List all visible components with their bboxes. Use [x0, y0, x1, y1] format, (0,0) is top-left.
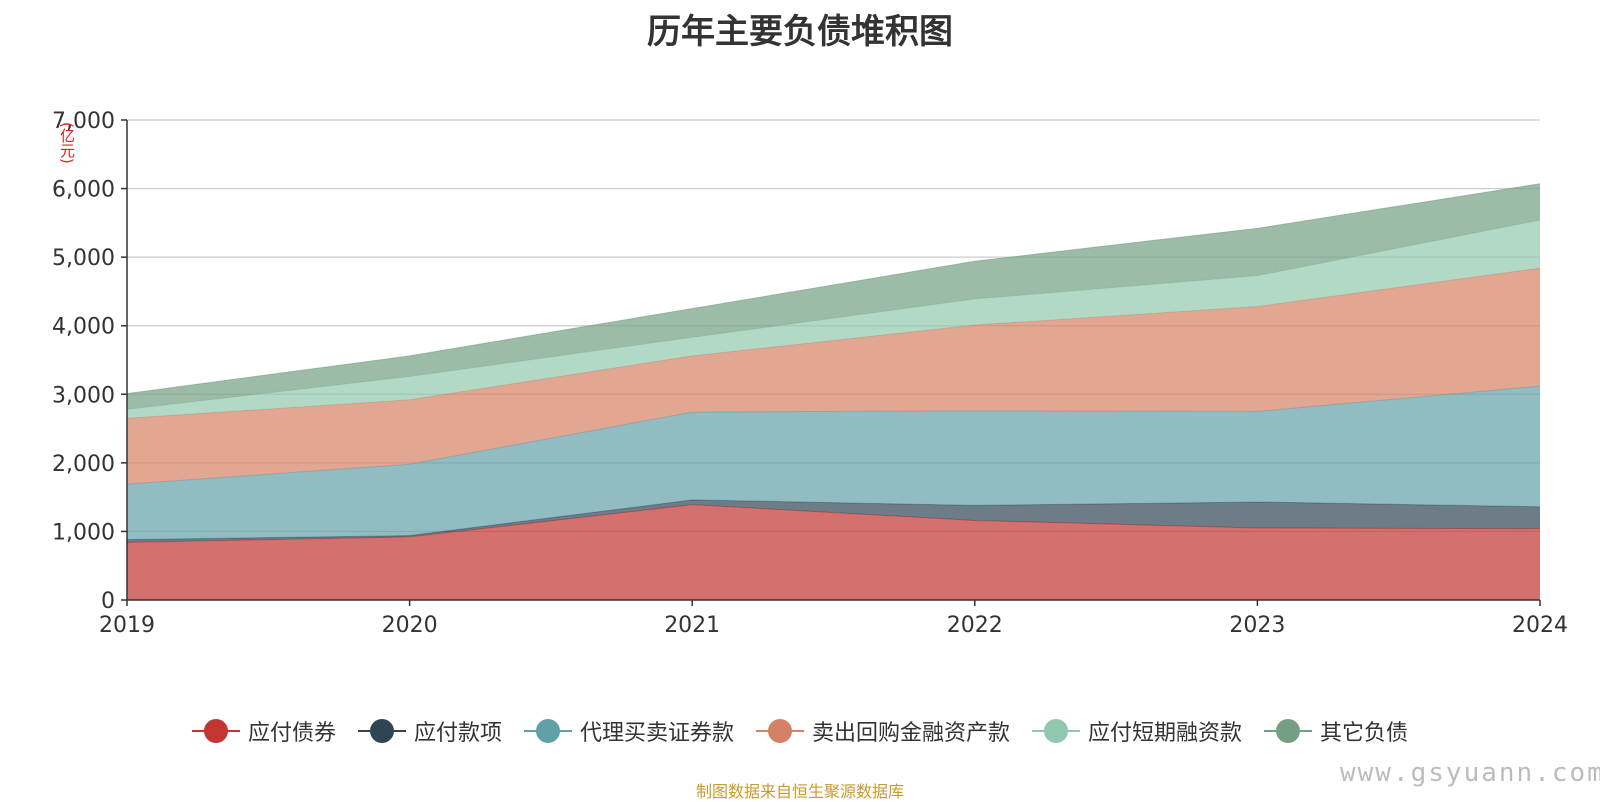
area-应付债券	[127, 504, 1540, 600]
legend-label: 卖出回购金融资产款	[812, 721, 1011, 746]
area-代理买卖证券款	[127, 386, 1540, 540]
legend: 应付债券 应付款项 代理买卖证券款 卖出回购金融资产款 应付短期融资款 其它负债	[0, 715, 1600, 747]
area-应付短期融资款	[127, 220, 1540, 419]
data-source-note: 制图数据来自恒生聚源数据库	[695, 782, 904, 801]
legend-marker-icon	[1264, 718, 1313, 744]
legend-label: 应付款项	[413, 721, 502, 746]
area-应付款项	[127, 499, 1540, 543]
x-tick-label: 2021	[664, 613, 720, 638]
x-tick-label: 2022	[947, 613, 1003, 638]
y-tick-label: 0	[101, 589, 115, 614]
legend-label: 其它负债	[1320, 721, 1409, 746]
legend-item[interactable]: 卖出回购金融资产款	[756, 715, 1010, 747]
legend-marker-icon	[1032, 718, 1081, 744]
y-axis-unit-label: (亿元)	[58, 122, 76, 164]
x-tick-label: 2023	[1229, 613, 1285, 638]
y-tick-label: 6,000	[52, 178, 115, 203]
legend-marker-icon	[756, 718, 804, 744]
series-line-其它负债	[126, 183, 1541, 395]
x-tick-label: 2024	[1512, 613, 1568, 638]
legend-label: 应付债券	[247, 721, 336, 746]
legend-marker-icon	[523, 718, 572, 744]
legend-label: 应付短期融资款	[1088, 721, 1243, 746]
legend-marker-icon	[191, 718, 240, 744]
y-tick-label: 7,000	[52, 109, 115, 134]
chart-title: 历年主要负债堆积图	[647, 12, 953, 52]
chart-plot: 0 1,000 2,000 3,000 4,000 5,000 6,000 7,000 2019…	[52, 109, 1568, 638]
legend-marker-icon	[357, 718, 406, 744]
legend-item[interactable]: 应付款项	[357, 715, 502, 747]
legend-item[interactable]: 应付短期融资款	[1032, 715, 1242, 747]
y-tick-label: 5,000	[52, 246, 115, 271]
y-tick-label: 3,000	[52, 383, 115, 408]
watermark: www.gsyuann.com	[1340, 758, 1600, 788]
x-tick-label: 2020	[382, 613, 438, 638]
y-tick-label: 1,000	[52, 520, 115, 545]
y-tick-label: 4,000	[52, 315, 115, 340]
legend-item[interactable]: 其它负债	[1264, 715, 1408, 747]
area-其它负债	[127, 183, 1540, 410]
area-卖出回购金融资产款	[127, 268, 1540, 485]
legend-label: 代理买卖证券款	[579, 721, 734, 746]
y-tick-label: 2,000	[52, 452, 115, 477]
legend-item[interactable]: 代理买卖证券款	[523, 715, 734, 747]
x-tick-label: 2019	[99, 613, 155, 638]
legend-item[interactable]: 应付债券	[191, 715, 336, 747]
